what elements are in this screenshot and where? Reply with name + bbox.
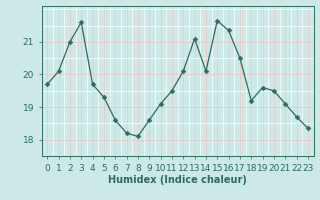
X-axis label: Humidex (Indice chaleur): Humidex (Indice chaleur) [108, 175, 247, 185]
